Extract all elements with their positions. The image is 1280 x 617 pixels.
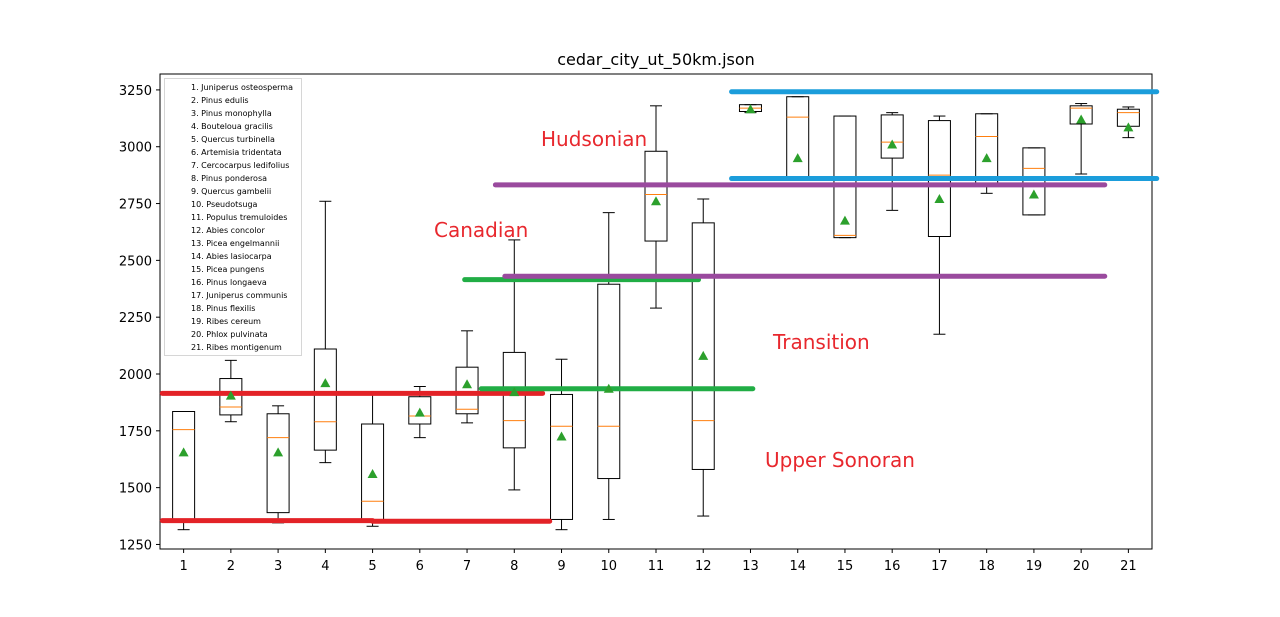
mean-marker: [934, 194, 945, 203]
legend-entry: 18. Pinus flexilis: [191, 304, 256, 313]
legend-entry: 7. Cercocarpus ledifolius: [191, 161, 290, 170]
y-tick-label: 1250: [119, 538, 152, 553]
legend-entry: 16. Pinus longaeva: [191, 278, 267, 287]
x-tick-label: 12: [695, 559, 712, 574]
legend-entry: 13. Picea engelmannii: [191, 239, 280, 248]
y-tick-label: 3000: [119, 141, 152, 156]
mean-marker: [651, 196, 661, 206]
x-tick-label: 9: [557, 559, 565, 574]
x-tick-label: 16: [884, 559, 901, 574]
box: [975, 113, 999, 186]
mean-marker: [698, 350, 709, 360]
x-tick-label: 2: [227, 559, 235, 574]
box: [408, 396, 432, 425]
box: [880, 114, 904, 159]
y-tick-label: 2000: [119, 368, 152, 383]
box: [644, 150, 668, 242]
x-tick-label: 17: [931, 559, 948, 574]
legend-entry: 19. Ribes cereum: [191, 317, 261, 326]
mean-marker: [1028, 189, 1039, 199]
mean-marker: [839, 215, 850, 225]
x-tick-label: 21: [1120, 559, 1137, 574]
box: [455, 366, 479, 415]
legend-entry: 17. Juniperus communis: [191, 291, 288, 300]
zone-label-upper-sonoran: Upper Sonoran: [765, 448, 915, 472]
mean-marker: [225, 390, 236, 400]
mean-marker: [1076, 114, 1087, 124]
legend-entry: 3. Pinus monophylla: [191, 109, 272, 118]
legend-entry: 4. Bouteloua gracilis: [191, 122, 273, 131]
y-tick-label: 2750: [119, 198, 152, 213]
x-tick-label: 4: [321, 559, 329, 574]
mean-marker: [320, 378, 331, 388]
legend-entry: 5. Quercus turbinella: [191, 135, 275, 144]
x-tick-label: 10: [600, 559, 617, 574]
y-tick-label: 3250: [119, 84, 152, 99]
chart-title: cedar_city_ut_50km.json: [557, 50, 755, 69]
mean-marker: [414, 407, 425, 417]
mean-marker: [556, 431, 567, 441]
mean-marker: [178, 447, 189, 457]
legend-entry: 21. Ribes montigenum: [191, 343, 282, 352]
mean-marker: [603, 383, 614, 393]
box: [786, 96, 810, 180]
y-tick-label: 2250: [119, 311, 152, 326]
legend-entry: 6. Artemisia tridentata: [191, 148, 282, 157]
x-tick-label: 14: [789, 559, 806, 574]
legend-entry: 8. Pinus ponderosa: [191, 174, 268, 183]
x-tick-label: 19: [1026, 559, 1043, 574]
box: [1022, 147, 1046, 216]
mean-marker: [1123, 122, 1134, 132]
box: [597, 283, 621, 480]
x-tick-label: 13: [742, 559, 759, 574]
box: [691, 222, 715, 470]
x-tick-label: 5: [368, 559, 376, 574]
mean-marker: [792, 153, 803, 163]
x-tick-label: 15: [837, 559, 854, 574]
box: [266, 413, 290, 514]
x-tick-label: 1: [179, 559, 187, 574]
box: [313, 348, 337, 451]
zone-label-canadian: Canadian: [434, 218, 529, 242]
x-tick-label: 7: [463, 559, 471, 574]
mean-marker: [981, 153, 992, 163]
x-tick-label: 6: [416, 559, 424, 574]
box: [219, 378, 243, 416]
box: [502, 351, 526, 449]
x-tick-label: 18: [978, 559, 995, 574]
legend-entry: 9. Quercus gambelii: [191, 187, 272, 196]
legend-entry: 12. Abies concolor: [191, 226, 265, 235]
x-tick-label: 20: [1073, 559, 1090, 574]
mean-marker: [367, 469, 378, 478]
mean-marker: [745, 104, 756, 114]
zone-label-hudsonian: Hudsonian: [541, 127, 648, 151]
zone-label-transition: Transition: [773, 330, 870, 354]
legend-entry: 14. Abies lasiocarpa: [191, 252, 272, 261]
legend-entry: 11. Populus tremuloides: [191, 213, 288, 222]
legend-entry: 1. Juniperus osteosperma: [191, 83, 293, 92]
mean-marker: [887, 139, 898, 149]
y-tick-label: 1500: [119, 482, 152, 497]
mean-marker: [509, 387, 520, 397]
x-tick-label: 3: [274, 559, 282, 574]
x-tick-label: 8: [510, 559, 518, 574]
x-tick-label: 11: [648, 559, 665, 574]
legend-entry: 2. Pinus edulis: [191, 96, 249, 105]
box: [1069, 105, 1093, 125]
mean-marker: [273, 447, 284, 457]
y-tick-label: 2500: [119, 254, 152, 269]
legend-entry: 10. Pseudotsuga: [191, 200, 258, 209]
legend-entry: 20. Phlox pulvinata: [191, 330, 268, 339]
legend: 1. Juniperus osteosperma 2. Pinus edulis 3…: [164, 78, 302, 356]
y-tick-label: 1750: [119, 425, 152, 440]
legend-entry: 15. Picea pungens: [191, 265, 265, 274]
mean-marker: [462, 379, 473, 389]
box: [550, 393, 574, 520]
box: [172, 411, 196, 522]
